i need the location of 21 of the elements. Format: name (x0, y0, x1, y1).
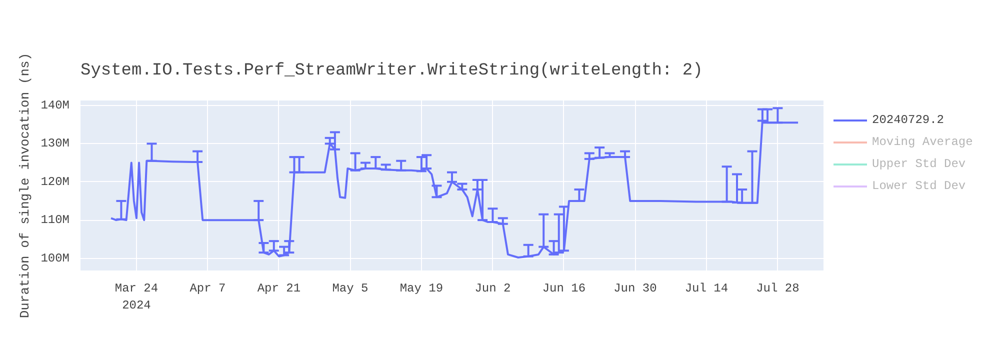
legend-label: Moving Average (872, 135, 973, 149)
x-tick-label: May 19 (400, 282, 444, 296)
y-tick-label: 140M (40, 98, 70, 112)
y-tick-label: 110M (40, 213, 70, 228)
x-tick-label: Apr 21 (257, 282, 301, 296)
legend-label: Upper Std Dev (872, 157, 966, 171)
chart-title: System.IO.Tests.Perf_StreamWriter.WriteString(writeLength: 2) (80, 62, 703, 80)
x-tick-label: Jul 14 (684, 282, 728, 296)
y-tick-label: 100M (40, 251, 70, 266)
x-tick-label: Jun 30 (614, 282, 657, 296)
x-tick-label: May 5 (332, 282, 368, 296)
y-tick-label: 130M (40, 136, 70, 151)
y-axis-title: Duration of single invocation (ns) (18, 52, 33, 318)
legend-label: 20240729.2 (872, 113, 944, 127)
y-tick-label: 120M (40, 174, 70, 189)
x-tick-label: Jul 28 (756, 282, 800, 296)
legend-label: Lower Std Dev (872, 179, 966, 193)
x-tick-label: Jun 2 (474, 282, 511, 296)
x-tick-label: Mar 24 2024 (114, 282, 158, 312)
x-tick-label: Apr 7 (190, 282, 226, 296)
x-tick-label: Jun 16 (542, 282, 586, 296)
